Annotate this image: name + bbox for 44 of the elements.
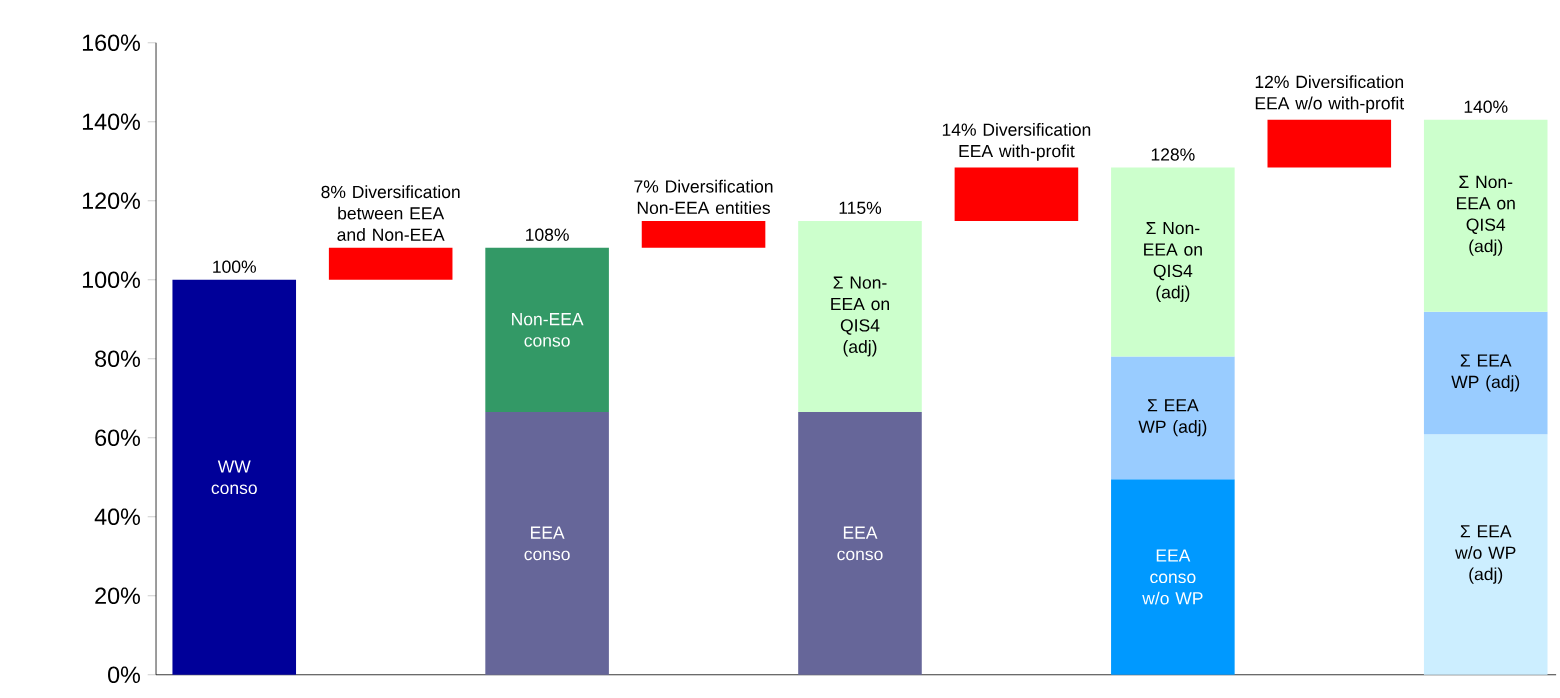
total-label: 128% — [1151, 148, 1195, 161]
series-label: Σ EEA WP (adj) — [1451, 354, 1520, 392]
series-label: Non-EEA conso — [512, 313, 584, 347]
total-label: 100% — [213, 260, 256, 273]
text: Σ Non-EEA on QIS4 (adj) — [1144, 222, 1202, 302]
text: EEA conso — [524, 526, 570, 561]
total-label: 115% — [839, 201, 882, 215]
data-label: 7% Diversification Non-EEA entities — [634, 179, 773, 215]
y-tick-label: 140% — [82, 113, 141, 130]
bar — [1111, 167, 1235, 357]
total-label: 140% — [1464, 100, 1508, 113]
y-tick-label: 120% — [82, 192, 141, 209]
data-label: 8% Diversification between EEA and Non-EEA — [321, 185, 460, 241]
series-label: EEA conso — [837, 526, 883, 561]
y-tick-label: 80% — [95, 350, 141, 367]
bar — [798, 412, 922, 675]
data-label: 14% Diversification EEA with-profit — [942, 122, 1091, 161]
bar — [1423, 434, 1548, 675]
bar — [485, 247, 609, 413]
y-tick-label: 0% — [108, 666, 141, 683]
bar — [1111, 479, 1235, 675]
bar — [1423, 119, 1548, 312]
y-tick-label: 40% — [94, 508, 141, 525]
y-tick-label: 100% — [82, 271, 141, 288]
bar — [641, 220, 766, 248]
bar — [798, 220, 922, 413]
series-label: Σ EEA w/o WP (adj) — [1455, 525, 1516, 584]
series-label: Σ Non-EEA on QIS4 (adj) — [831, 276, 889, 357]
bar — [954, 167, 1079, 221]
bar — [1111, 356, 1235, 480]
data-label: 12% Diversification EEA w/o with-profit — [1255, 75, 1405, 113]
bar — [485, 412, 609, 675]
series-label: EEA conso w/o WP — [1142, 549, 1203, 605]
text: Σ EEA WP (adj) — [1138, 399, 1207, 437]
bar — [172, 279, 297, 675]
y-tick-label: 160% — [82, 34, 141, 51]
text: Σ Non-EEA on QIS4 (adj) — [1457, 175, 1515, 256]
bar — [1423, 311, 1548, 435]
y-tick-label: 20% — [95, 587, 141, 604]
bar — [1267, 119, 1392, 168]
total-label: 108% — [526, 228, 569, 241]
bar — [328, 247, 453, 280]
y-tick-label: 60% — [95, 429, 141, 446]
series-label: WW conso — [211, 460, 257, 495]
